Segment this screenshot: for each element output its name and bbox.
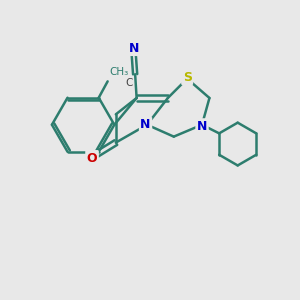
Text: N: N xyxy=(197,120,207,133)
Text: O: O xyxy=(87,152,98,164)
Text: CH₃: CH₃ xyxy=(109,67,128,77)
Text: C: C xyxy=(125,78,132,88)
Text: S: S xyxy=(183,71,192,84)
Text: N: N xyxy=(128,42,139,55)
Text: N: N xyxy=(140,118,151,131)
